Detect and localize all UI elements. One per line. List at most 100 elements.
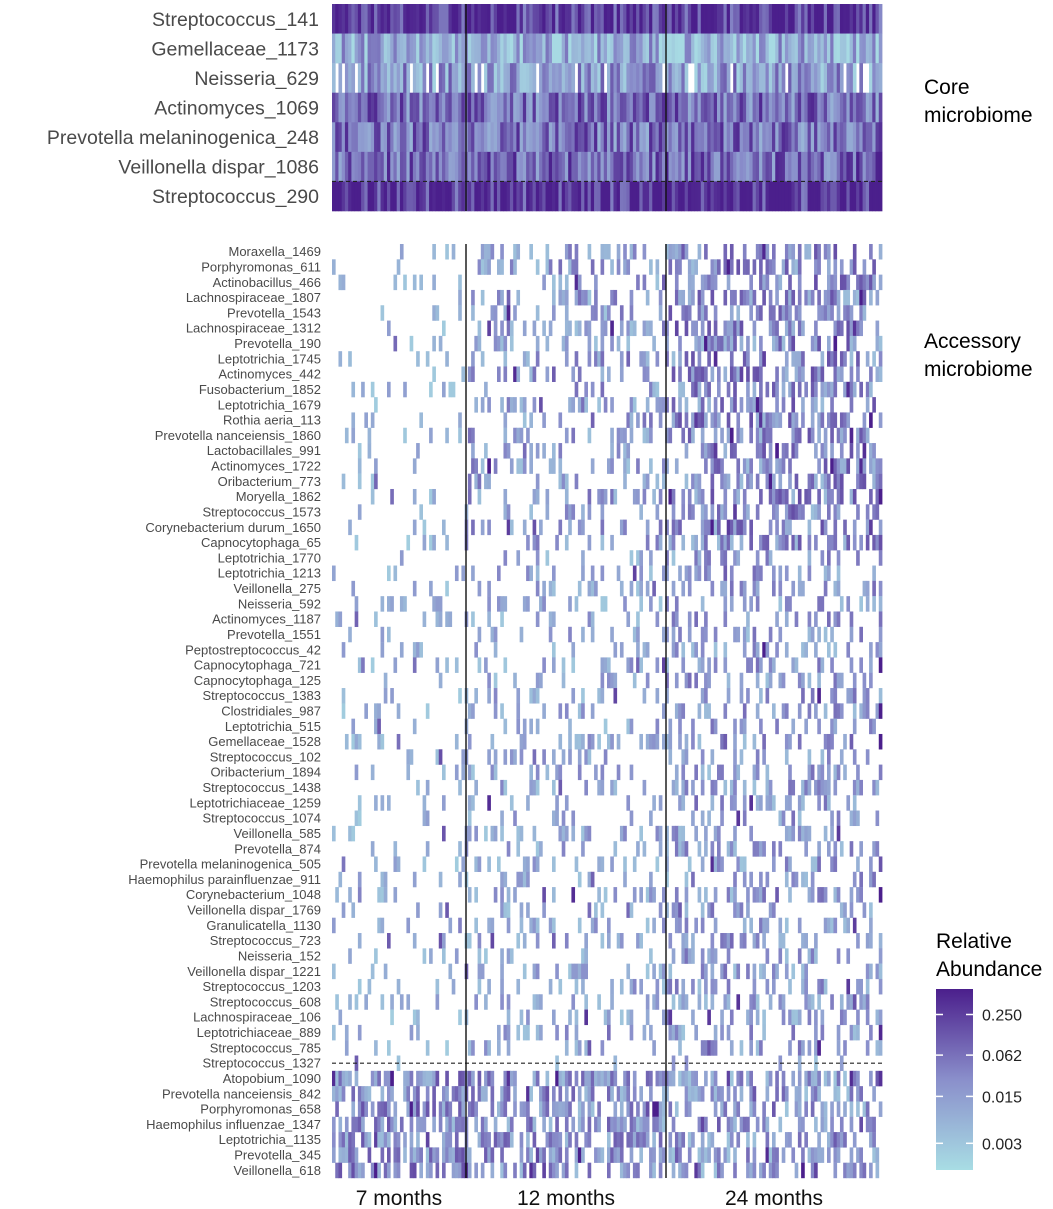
heatmap-cell — [797, 151, 802, 182]
heatmap-cell — [852, 534, 857, 551]
heatmap-cell — [694, 565, 698, 582]
heatmap-cell — [432, 92, 436, 123]
heatmap-cell — [616, 565, 621, 582]
heatmap-cell — [736, 519, 741, 536]
heatmap-cell — [700, 657, 705, 673]
heatmap-cell — [674, 412, 679, 428]
heatmap-cell — [817, 688, 821, 704]
heatmap-cell — [484, 33, 488, 64]
heatmap-cell — [762, 181, 766, 212]
heatmap-cell — [739, 856, 744, 872]
heatmap-cell — [668, 933, 673, 949]
heatmap-cell — [869, 963, 873, 980]
heatmap-cell — [687, 92, 692, 123]
heatmap-cell — [814, 703, 818, 719]
heatmap-cell — [791, 4, 796, 34]
heatmap-cell — [484, 994, 488, 1010]
heatmap-cell — [729, 596, 734, 612]
heatmap-cell — [399, 181, 404, 212]
heatmap-cell — [613, 642, 618, 658]
heatmap-cell — [830, 443, 834, 459]
heatmap-cell — [739, 1040, 744, 1056]
heatmap-cell — [878, 963, 883, 980]
heatmap-cell — [399, 122, 404, 153]
heatmap-cell — [623, 33, 627, 64]
heatmap-cell — [451, 33, 456, 64]
heatmap-cell — [788, 320, 792, 337]
heatmap-cell — [681, 504, 686, 520]
heatmap-cell — [762, 1024, 766, 1041]
heatmap-cell — [387, 63, 391, 94]
heatmap-cell — [830, 458, 834, 474]
heatmap-cell — [700, 151, 705, 182]
heatmap-cell — [341, 1086, 346, 1102]
heatmap-cell — [694, 381, 698, 398]
heatmap-cell — [574, 381, 579, 398]
heatmap-cell — [487, 92, 491, 123]
heatmap-cell — [600, 122, 605, 153]
heatmap-cell — [607, 366, 611, 382]
heatmap-cell — [778, 122, 783, 153]
heatmap-cell — [600, 534, 605, 551]
heatmap-cell — [409, 1070, 414, 1087]
heatmap-cell — [597, 688, 601, 704]
heatmap-cell — [435, 1147, 440, 1163]
heatmap-cell — [535, 1070, 540, 1087]
heatmap-cell — [429, 580, 433, 597]
heatmap-cell — [432, 1070, 436, 1087]
heatmap-cell — [374, 473, 378, 490]
heatmap-cell — [733, 504, 737, 520]
heatmap-cell — [619, 1162, 624, 1179]
heatmap-cell — [503, 443, 508, 459]
heatmap-cell — [843, 1070, 847, 1087]
heatmap-cell — [658, 1070, 663, 1087]
heatmap-cell — [522, 596, 527, 612]
heatmap-cell — [710, 519, 715, 536]
heatmap-cell — [490, 1162, 495, 1179]
heatmap-cell — [691, 1070, 695, 1087]
heatmap-cell — [568, 4, 572, 34]
heatmap-cell — [723, 534, 728, 551]
heatmap-cell — [487, 1070, 491, 1087]
row-label: Gemellaceae_1528 — [208, 734, 321, 749]
heatmap-cell — [522, 519, 527, 536]
heatmap-cell — [671, 550, 676, 566]
heatmap-cell — [674, 274, 679, 291]
heatmap-cell — [354, 92, 359, 123]
heatmap-cell — [817, 92, 821, 123]
heatmap-cell — [852, 244, 857, 260]
heatmap-cell — [849, 33, 854, 64]
heatmap-cell — [645, 33, 650, 64]
heatmap-cell — [374, 63, 378, 94]
heatmap-cell — [335, 4, 339, 34]
heatmap-cell — [626, 1132, 631, 1148]
heatmap-cell — [852, 92, 857, 123]
heatmap-cell — [542, 580, 546, 597]
heatmap-cell — [380, 1101, 385, 1117]
heatmap-cell — [529, 4, 533, 34]
heatmap-cell — [700, 335, 705, 352]
heatmap-cell — [519, 122, 524, 153]
heatmap-cell — [422, 151, 427, 182]
heatmap-cell — [374, 151, 378, 182]
heatmap-cell — [458, 92, 462, 123]
heatmap-cell — [597, 779, 601, 796]
heatmap-cell — [772, 488, 776, 505]
heatmap-cell — [438, 151, 443, 182]
heatmap-cell — [610, 978, 614, 995]
heatmap-cell — [338, 1116, 343, 1133]
heatmap-cell — [629, 718, 634, 735]
heatmap-cell — [878, 122, 883, 153]
heatmap-cell — [700, 412, 705, 428]
heatmap-cell — [396, 259, 401, 275]
heatmap-cell — [878, 181, 883, 212]
heatmap-cell — [642, 4, 647, 34]
heatmap-cell — [581, 122, 585, 153]
heatmap-cell — [577, 1116, 582, 1133]
heatmap-cell — [817, 978, 821, 995]
heatmap-cell — [736, 902, 741, 918]
heatmap-cell — [687, 1147, 692, 1163]
heatmap-cell — [749, 63, 753, 94]
heatmap-cell — [674, 825, 679, 842]
heatmap-cell — [678, 412, 682, 428]
